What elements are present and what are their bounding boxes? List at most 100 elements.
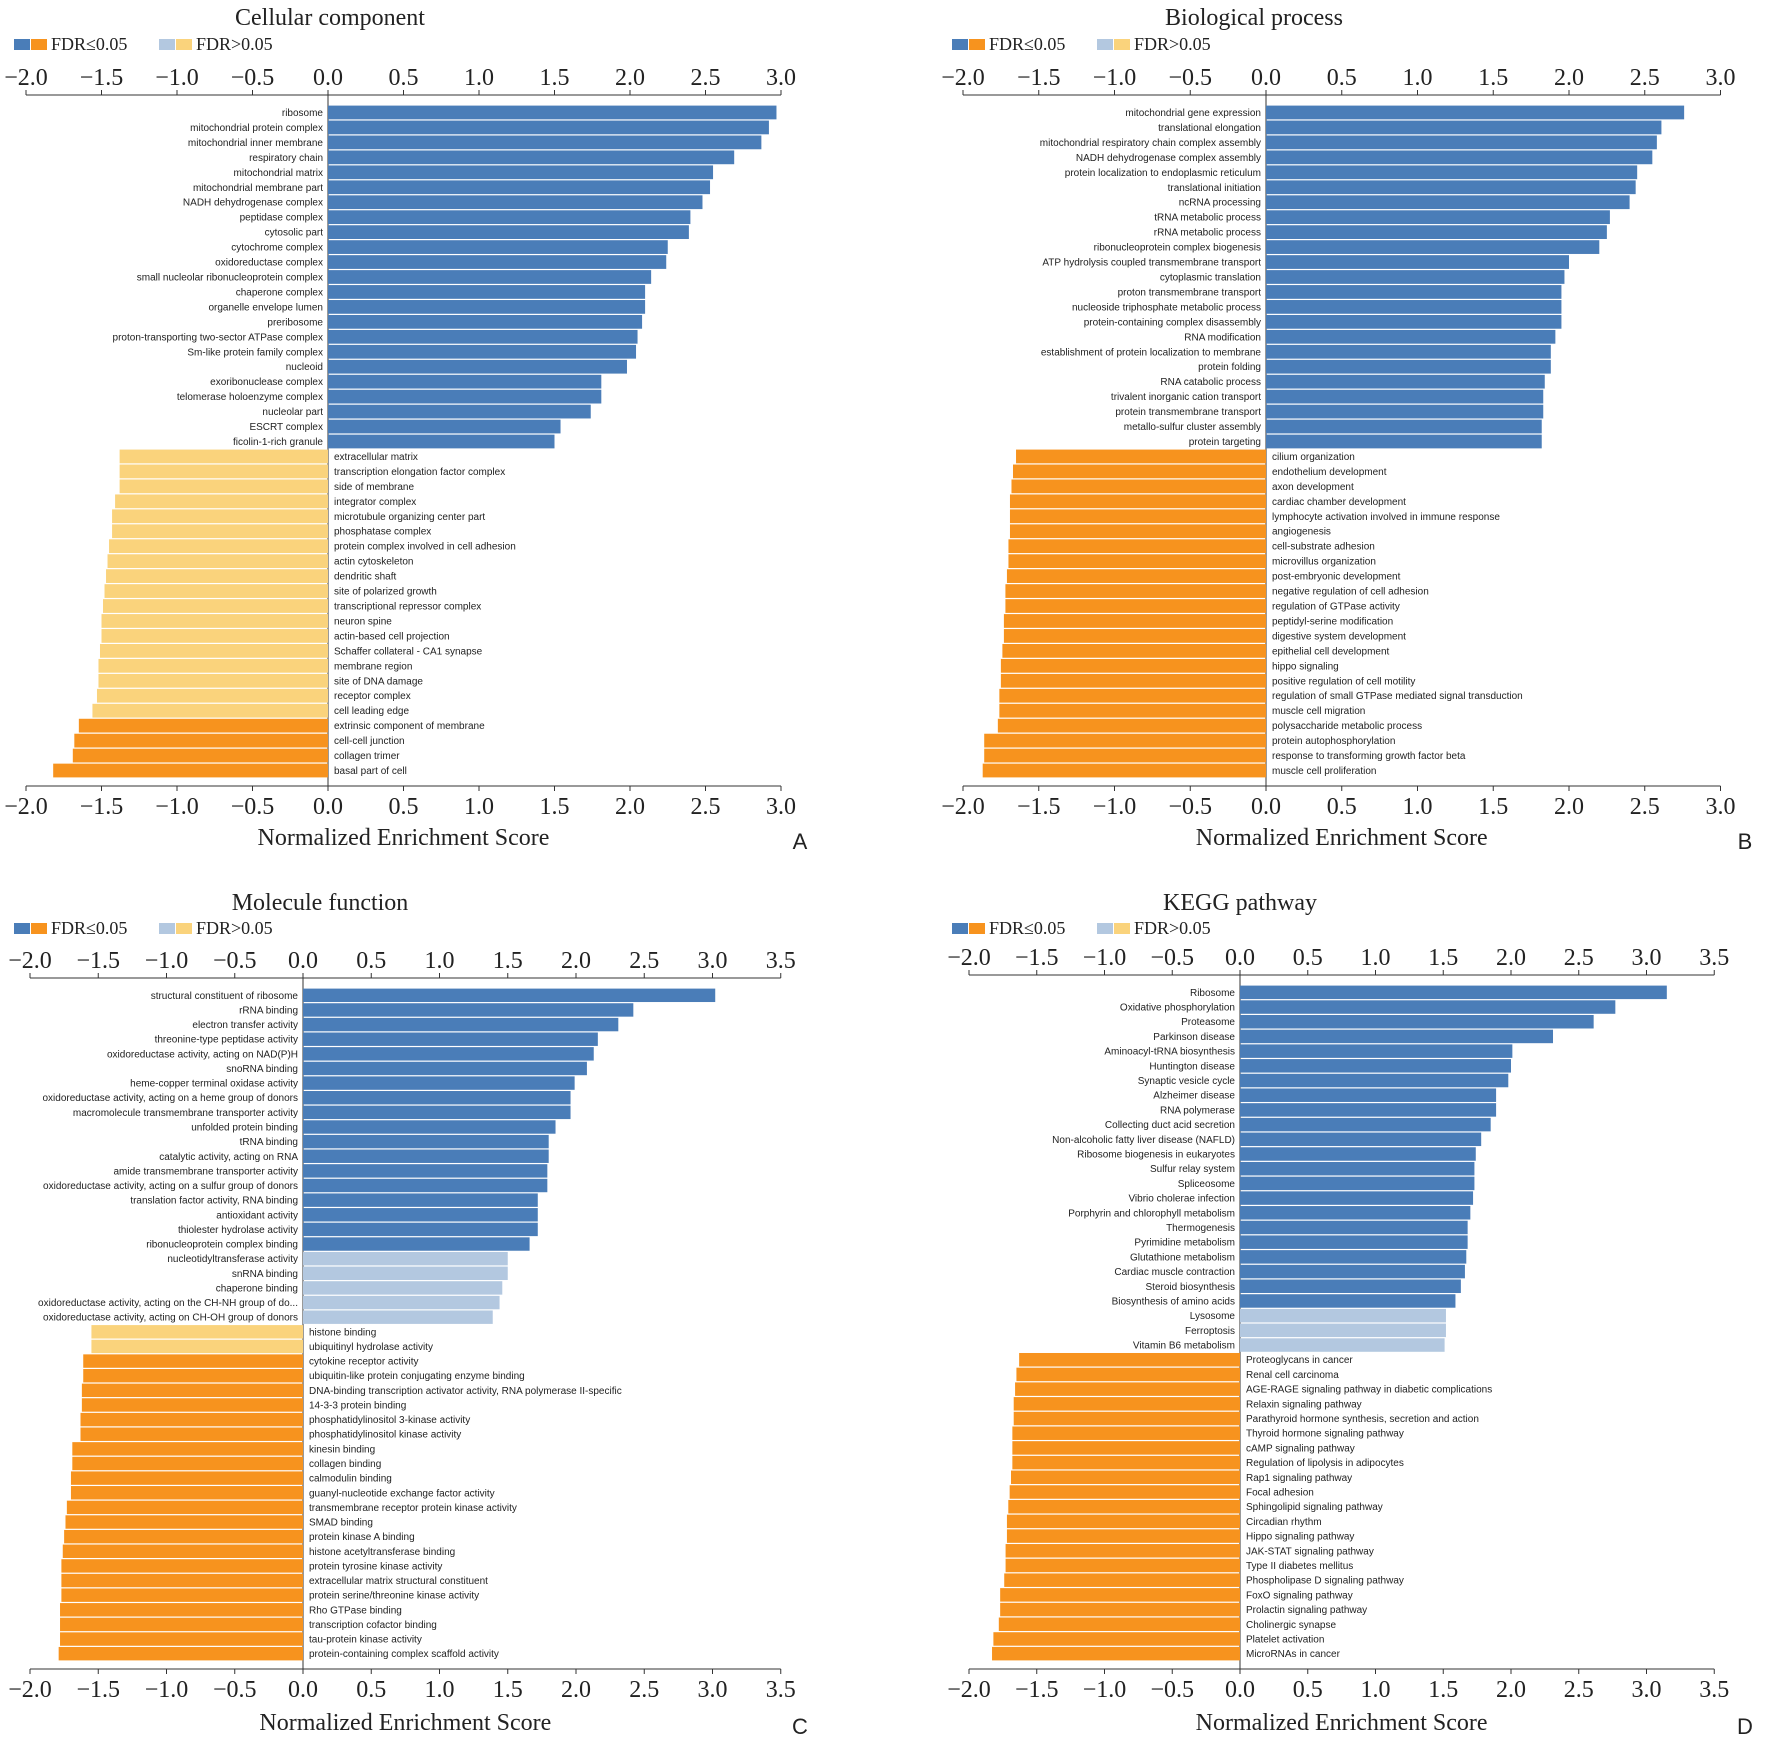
bar — [303, 1061, 587, 1076]
bottom-tick-label: 3.0 — [1706, 794, 1736, 820]
category-label: establishment of protein localization to… — [1041, 347, 1262, 358]
category-label: proton transmembrane transport — [1118, 287, 1262, 298]
bar — [1266, 195, 1630, 210]
bar — [1016, 1367, 1240, 1382]
category-label: Parkinson disease — [1153, 1032, 1235, 1043]
bar — [303, 1222, 538, 1237]
top-tick-label: −2.0 — [4, 65, 48, 91]
category-label: post-embryonic development — [1272, 572, 1401, 583]
bottom-tick-label: −2.0 — [947, 1677, 991, 1703]
bar — [303, 1017, 619, 1032]
bar — [328, 419, 561, 434]
top-tick-label: 3.0 — [766, 65, 796, 91]
category-label: protein autophosphorylation — [1272, 736, 1395, 747]
category-label: extrinsic component of membrane — [334, 721, 485, 732]
bar — [303, 1208, 538, 1222]
top-tick-label: −0.5 — [231, 65, 275, 91]
bar — [107, 554, 328, 569]
category-label: actin cytoskeleton — [334, 557, 414, 568]
bottom-tick-label: −0.5 — [231, 794, 275, 820]
category-label: Ribosome — [1190, 988, 1235, 999]
top-tick-label: 0.0 — [1225, 945, 1255, 971]
legend-label-sig: FDR≤0.05 — [989, 34, 1065, 54]
bar — [1003, 614, 1266, 628]
bar — [1240, 1191, 1474, 1205]
bottom-tick-label: 1.0 — [1361, 1677, 1391, 1703]
legend-label-nonsig: FDR>0.05 — [196, 918, 273, 938]
category-label: threonine-type peptidase activity — [155, 1035, 298, 1046]
legend-swatch-up-nonsig — [1097, 39, 1113, 50]
bar — [1240, 1117, 1491, 1132]
bottom-tick-label: 3.5 — [1699, 1677, 1729, 1703]
bottom-tick-label: −1.0 — [145, 1677, 189, 1703]
category-label: transcriptional repressor complex — [334, 602, 481, 613]
bottom-tick-label: 1.5 — [540, 794, 570, 820]
category-label: lymphocyte activation involved in immune… — [1272, 512, 1500, 523]
category-label: extracellular matrix — [334, 452, 418, 463]
bar — [101, 614, 328, 628]
bar — [1240, 1088, 1497, 1102]
category-label: phosphatidylinositol 3-kinase activity — [309, 1415, 470, 1426]
bar — [303, 1193, 538, 1207]
top-tick-label: −1.5 — [76, 948, 120, 974]
category-label: transcription cofactor binding — [309, 1620, 437, 1631]
bar — [119, 479, 329, 494]
category-label: respiratory chain — [249, 153, 323, 164]
bar — [1266, 240, 1600, 254]
category-label: chaperone binding — [216, 1283, 298, 1294]
category-label: Non-alcoholic fatty liver disease (NAFLD… — [1052, 1135, 1235, 1146]
bar — [1266, 270, 1565, 284]
bar — [1000, 673, 1266, 688]
chart-title: Biological process — [1165, 5, 1343, 31]
category-label: Circadian rhythm — [1246, 1517, 1322, 1528]
legend-label-nonsig: FDR>0.05 — [1134, 34, 1211, 54]
bar — [61, 1573, 303, 1588]
category-label: cytochrome complex — [231, 243, 323, 254]
bottom-tick-label: −1.0 — [1083, 1677, 1127, 1703]
bar — [60, 1632, 303, 1646]
bar — [303, 1003, 634, 1017]
category-label: histone binding — [309, 1327, 376, 1338]
bottom-tick-label: 1.5 — [1428, 1677, 1458, 1703]
bar — [1000, 1588, 1240, 1602]
category-label: Rho GTPase binding — [309, 1605, 402, 1616]
category-label: endothelium development — [1272, 467, 1387, 478]
category-label: nucleotidyltransferase activity — [167, 1254, 298, 1265]
category-label: Sulfur relay system — [1150, 1164, 1235, 1175]
category-label: Type II diabetes mellitus — [1246, 1561, 1353, 1572]
bar — [328, 135, 762, 150]
bar — [1000, 1602, 1240, 1617]
bar — [1013, 1397, 1240, 1411]
category-label: Regulation of lipolysis in adipocytes — [1246, 1458, 1404, 1469]
category-label: RNA catabolic process — [1160, 377, 1261, 388]
category-label: Proteoglycans in cancer — [1246, 1355, 1353, 1366]
legend-swatch-down-sig — [969, 923, 985, 934]
category-label: regulation of GTPase activity — [1272, 602, 1400, 613]
category-label: Phospholipase D signaling pathway — [1246, 1576, 1404, 1587]
top-tick-label: −0.5 — [213, 948, 257, 974]
category-label: dendritic shaft — [334, 572, 396, 583]
category-label: catalytic activity, acting on RNA — [159, 1152, 298, 1163]
bar — [328, 165, 714, 180]
bar — [1240, 1250, 1467, 1264]
bottom-tick-label: 1.5 — [493, 1677, 523, 1703]
legend-label-sig: FDR≤0.05 — [51, 918, 127, 938]
bar — [101, 629, 328, 643]
category-label: mitochondrial membrane part — [193, 183, 323, 194]
bar — [303, 1164, 548, 1178]
category-label: muscle cell proliferation — [1272, 766, 1377, 777]
category-label: protein-containing complex scaffold acti… — [309, 1649, 499, 1660]
category-label: Thermogenesis — [1166, 1223, 1235, 1234]
bottom-tick-label: 2.5 — [691, 794, 721, 820]
bottom-tick-label: 0.0 — [313, 794, 343, 820]
bar — [1240, 1000, 1616, 1014]
bottom-tick-label: 0.5 — [389, 794, 419, 820]
bar — [1005, 1544, 1240, 1558]
bar — [303, 1310, 493, 1324]
bottom-tick-label: −1.0 — [1093, 794, 1137, 820]
top-tick-label: 2.0 — [1496, 945, 1526, 971]
bar — [70, 1486, 303, 1500]
panel-c: Molecule function FDR≤0.05 FDR>0.05 −2.0 −2.… — [8, 890, 808, 1739]
category-label: oxidoreductase activity, acting on a sul… — [43, 1181, 298, 1192]
top-tick-label: −0.5 — [1168, 65, 1212, 91]
